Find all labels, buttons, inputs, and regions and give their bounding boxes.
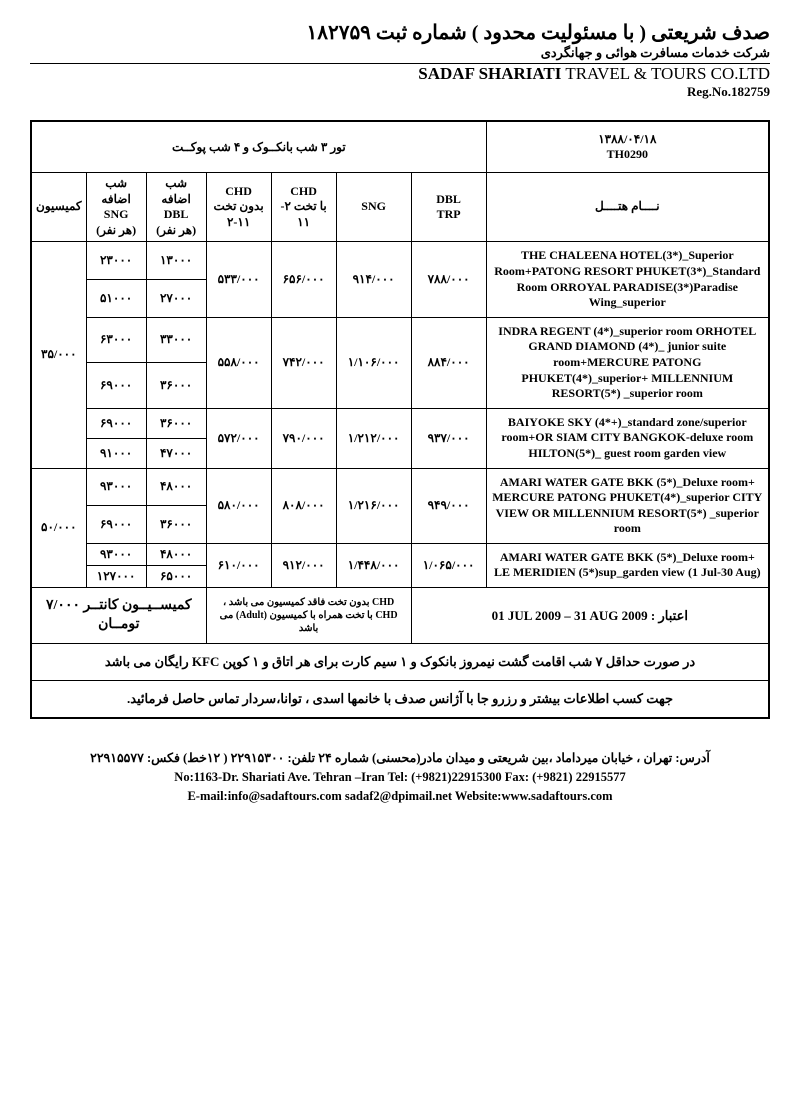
col-commission: کمیسیون — [31, 173, 86, 242]
price-cell: ۹۳۰۰۰ — [86, 468, 146, 506]
commission-cell: ۵۰/۰۰۰ — [31, 468, 86, 588]
price-cell: ۴۸۰۰۰ — [146, 468, 206, 506]
price-cell: ۱۳۰۰۰ — [146, 242, 206, 280]
price-cell: ۱/۲۱۶/۰۰۰ — [336, 468, 411, 543]
hotel-cell: AMARI WATER GATE BKK (5*)_Deluxe room+ M… — [486, 468, 769, 543]
col-extra-sng: شب اضافه SNG (هر نفر) — [86, 173, 146, 242]
table-row: ۶۳۰۰۰ ۳۳۰۰۰ ۵۵۸/۰۰۰ ۷۴۲/۰۰۰ ۱/۱۰۶/۰۰۰ ۸۸… — [31, 317, 769, 362]
col-sng: SNG — [336, 173, 411, 242]
price-cell: ۹۱۰۰۰ — [86, 438, 146, 468]
price-cell: ۱/۴۴۸/۰۰۰ — [336, 543, 411, 587]
tour-date: ۱۳۸۸/۰۴/۱۸ — [497, 132, 758, 147]
note-1: در صورت حداقل ۷ شب اقامت گشت نیمروز بانک… — [31, 644, 769, 681]
price-cell: ۹۴۹/۰۰۰ — [411, 468, 486, 543]
price-cell: ۱۲۷۰۰۰ — [86, 565, 146, 587]
price-cell: ۲۳۰۰۰ — [86, 242, 146, 280]
col-hotel: نــــام هتــــل — [486, 173, 769, 242]
price-cell: ۴۷۰۰۰ — [146, 438, 206, 468]
price-cell: ۳۶۰۰۰ — [146, 506, 206, 544]
price-cell: ۴۸۰۰۰ — [146, 543, 206, 565]
document-header: صدف شریعتی ( با مسئولیت محدود ) شماره ثب… — [30, 20, 770, 100]
company-sub-fa: شرکت خدمات مسافرت هوائی و جهانگردی — [30, 45, 770, 64]
price-cell: ۵۸۰/۰۰۰ — [206, 468, 271, 543]
table-row: ۹۳۰۰۰ ۴۸۰۰۰ ۶۱۰/۰۰۰ ۹۱۲/۰۰۰ ۱/۴۴۸/۰۰۰ ۱/… — [31, 543, 769, 565]
price-cell: ۳۶۰۰۰ — [146, 408, 206, 438]
price-cell: ۹۱۲/۰۰۰ — [271, 543, 336, 587]
price-cell: ۶۵۰۰۰ — [146, 565, 206, 587]
price-cell: ۱/۱۰۶/۰۰۰ — [336, 317, 411, 408]
hotel-cell: THE CHALEENA HOTEL(3*)_Superior Room+PAT… — [486, 242, 769, 317]
tour-title: تور ۳ شب بانکــوک و ۴ شب پوکــت — [31, 121, 486, 173]
price-cell: ۵۳۳/۰۰۰ — [206, 242, 271, 317]
footer-contact: E-mail:info@sadaftours.com sadaf2@dpimai… — [30, 787, 770, 806]
price-cell: ۹۳۷/۰۰۰ — [411, 408, 486, 468]
col-chd-nobed: CHD بدون تخت ۲-۱۱ — [206, 173, 271, 242]
price-cell: ۵۷۲/۰۰۰ — [206, 408, 271, 468]
reg-number: Reg.No.182759 — [30, 84, 770, 100]
document-footer: آدرس: تهران ، خیابان میرداماد ،بین شریعت… — [30, 749, 770, 805]
pricing-table: تور ۳ شب بانکــوک و ۴ شب پوکــت ۱۳۸۸/۰۴/… — [30, 120, 770, 719]
price-cell: ۶۵۶/۰۰۰ — [271, 242, 336, 317]
title-row: تور ۳ شب بانکــوک و ۴ شب پوکــت ۱۳۸۸/۰۴/… — [31, 121, 769, 173]
price-cell: ۶۹۰۰۰ — [86, 506, 146, 544]
price-cell: ۲۷۰۰۰ — [146, 280, 206, 318]
company-name-en: SADAF SHARIATI TRAVEL & TOURS CO.LTD — [30, 64, 770, 84]
hotel-cell: AMARI WATER GATE BKK (5*)_Deluxe room+ L… — [486, 543, 769, 587]
col-extra-dbl: شب اضافه DBL (هر نفر) — [146, 173, 206, 242]
footer-address-fa: آدرس: تهران ، خیابان میرداماد ،بین شریعت… — [30, 749, 770, 768]
header-row: کمیسیون شب اضافه SNG (هر نفر) شب اضافه D… — [31, 173, 769, 242]
table-row: ۵۰/۰۰۰ ۹۳۰۰۰ ۴۸۰۰۰ ۵۸۰/۰۰۰ ۸۰۸/۰۰۰ ۱/۲۱۶… — [31, 468, 769, 506]
note-row-2: جهت کسب اطلاعات بیشتر و رزرو جا با آژانس… — [31, 681, 769, 719]
tour-code: TH0290 — [497, 147, 758, 162]
note-2: جهت کسب اطلاعات بیشتر و رزرو جا با آژانس… — [31, 681, 769, 719]
price-cell: ۵۱۰۰۰ — [86, 280, 146, 318]
price-cell: ۱/۰۶۵/۰۰۰ — [411, 543, 486, 587]
validity: اعتبار : 01 JUL 2009 – 31 AUG 2009 — [411, 588, 769, 644]
footer-address-en: No:1163-Dr. Shariati Ave. Tehran –Iran T… — [30, 768, 770, 787]
hotel-cell: BAIYOKE SKY (4*+)_standard zone/superior… — [486, 408, 769, 468]
company-name-fa: صدف شریعتی ( با مسئولیت محدود ) شماره ثب… — [30, 20, 770, 45]
bottom-row-1: کمیســیــون کانتــر ۷/۰۰۰ تومــان CHD بد… — [31, 588, 769, 644]
hotel-cell: INDRA REGENT (4*)_superior room ORHOTEL … — [486, 317, 769, 408]
col-chd-bed: CHD با تخت ۲- ۱۱ — [271, 173, 336, 242]
price-cell: ۸۸۴/۰۰۰ — [411, 317, 486, 408]
price-cell: ۸۰۸/۰۰۰ — [271, 468, 336, 543]
price-cell: ۷۹۰/۰۰۰ — [271, 408, 336, 468]
price-cell: ۶۹۰۰۰ — [86, 363, 146, 408]
chd-note: CHD بدون تخت فاقد کمیسیون می باشد ، CHD … — [206, 588, 411, 644]
price-cell: ۱/۲۱۲/۰۰۰ — [336, 408, 411, 468]
price-cell: ۶۱۰/۰۰۰ — [206, 543, 271, 587]
note-row-1: در صورت حداقل ۷ شب اقامت گشت نیمروز بانک… — [31, 644, 769, 681]
tour-code-cell: ۱۳۸۸/۰۴/۱۸ TH0290 — [486, 121, 769, 173]
price-cell: ۵۵۸/۰۰۰ — [206, 317, 271, 408]
price-cell: ۷۸۸/۰۰۰ — [411, 242, 486, 317]
price-cell: ۶۳۰۰۰ — [86, 317, 146, 362]
price-cell: ۹۱۴/۰۰۰ — [336, 242, 411, 317]
price-cell: ۹۳۰۰۰ — [86, 543, 146, 565]
counter-commission: کمیســیــون کانتــر ۷/۰۰۰ تومــان — [31, 588, 206, 644]
price-cell: ۳۶۰۰۰ — [146, 363, 206, 408]
price-cell: ۶۹۰۰۰ — [86, 408, 146, 438]
col-dbl: DBL TRP — [411, 173, 486, 242]
table-row: ۶۹۰۰۰ ۳۶۰۰۰ ۵۷۲/۰۰۰ ۷۹۰/۰۰۰ ۱/۲۱۲/۰۰۰ ۹۳… — [31, 408, 769, 438]
price-cell: ۷۴۲/۰۰۰ — [271, 317, 336, 408]
price-cell: ۳۳۰۰۰ — [146, 317, 206, 362]
table-row: ۳۵/۰۰۰ ۲۳۰۰۰ ۱۳۰۰۰ ۵۳۳/۰۰۰ ۶۵۶/۰۰۰ ۹۱۴/۰… — [31, 242, 769, 280]
commission-cell: ۳۵/۰۰۰ — [31, 242, 86, 468]
